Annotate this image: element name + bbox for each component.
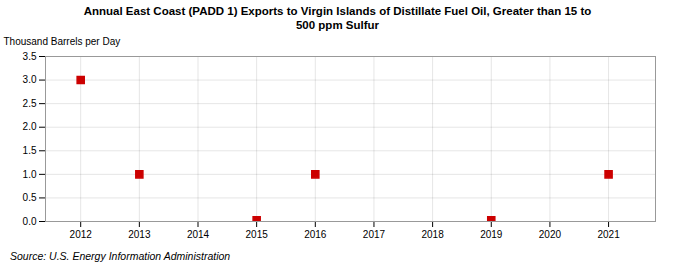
- svg-text:2018: 2018: [421, 229, 444, 240]
- svg-text:3.0: 3.0: [23, 74, 37, 85]
- svg-text:2015: 2015: [246, 229, 269, 240]
- svg-text:0.5: 0.5: [23, 192, 37, 203]
- svg-text:2021: 2021: [597, 229, 620, 240]
- svg-text:2014: 2014: [187, 229, 210, 240]
- svg-text:3.5: 3.5: [23, 51, 37, 62]
- html-text:Source: U.S. Energy Informatio: Source: U.S. Energy Information Administ…: [10, 250, 231, 262]
- svg-text:2017: 2017: [363, 229, 386, 240]
- svg-text:2016: 2016: [304, 229, 327, 240]
- svg-text:2020: 2020: [539, 229, 562, 240]
- html-text:Annual East Coast (PADD 1) Exp: Annual East Coast (PADD 1) Exports to Vi…: [83, 5, 592, 31]
- svg-text:1.5: 1.5: [23, 145, 37, 156]
- svg-text:2.0: 2.0: [23, 121, 37, 132]
- svg-text:2012: 2012: [70, 229, 93, 240]
- svg-text:0.0: 0.0: [23, 216, 37, 227]
- svg-text:2.5: 2.5: [23, 98, 37, 109]
- svg-text:Thousand Barrels per Day: Thousand Barrels per Day: [4, 36, 121, 47]
- svg-text:2019: 2019: [480, 229, 503, 240]
- svg-text:2013: 2013: [128, 229, 151, 240]
- svg-text:1.0: 1.0: [23, 169, 37, 180]
